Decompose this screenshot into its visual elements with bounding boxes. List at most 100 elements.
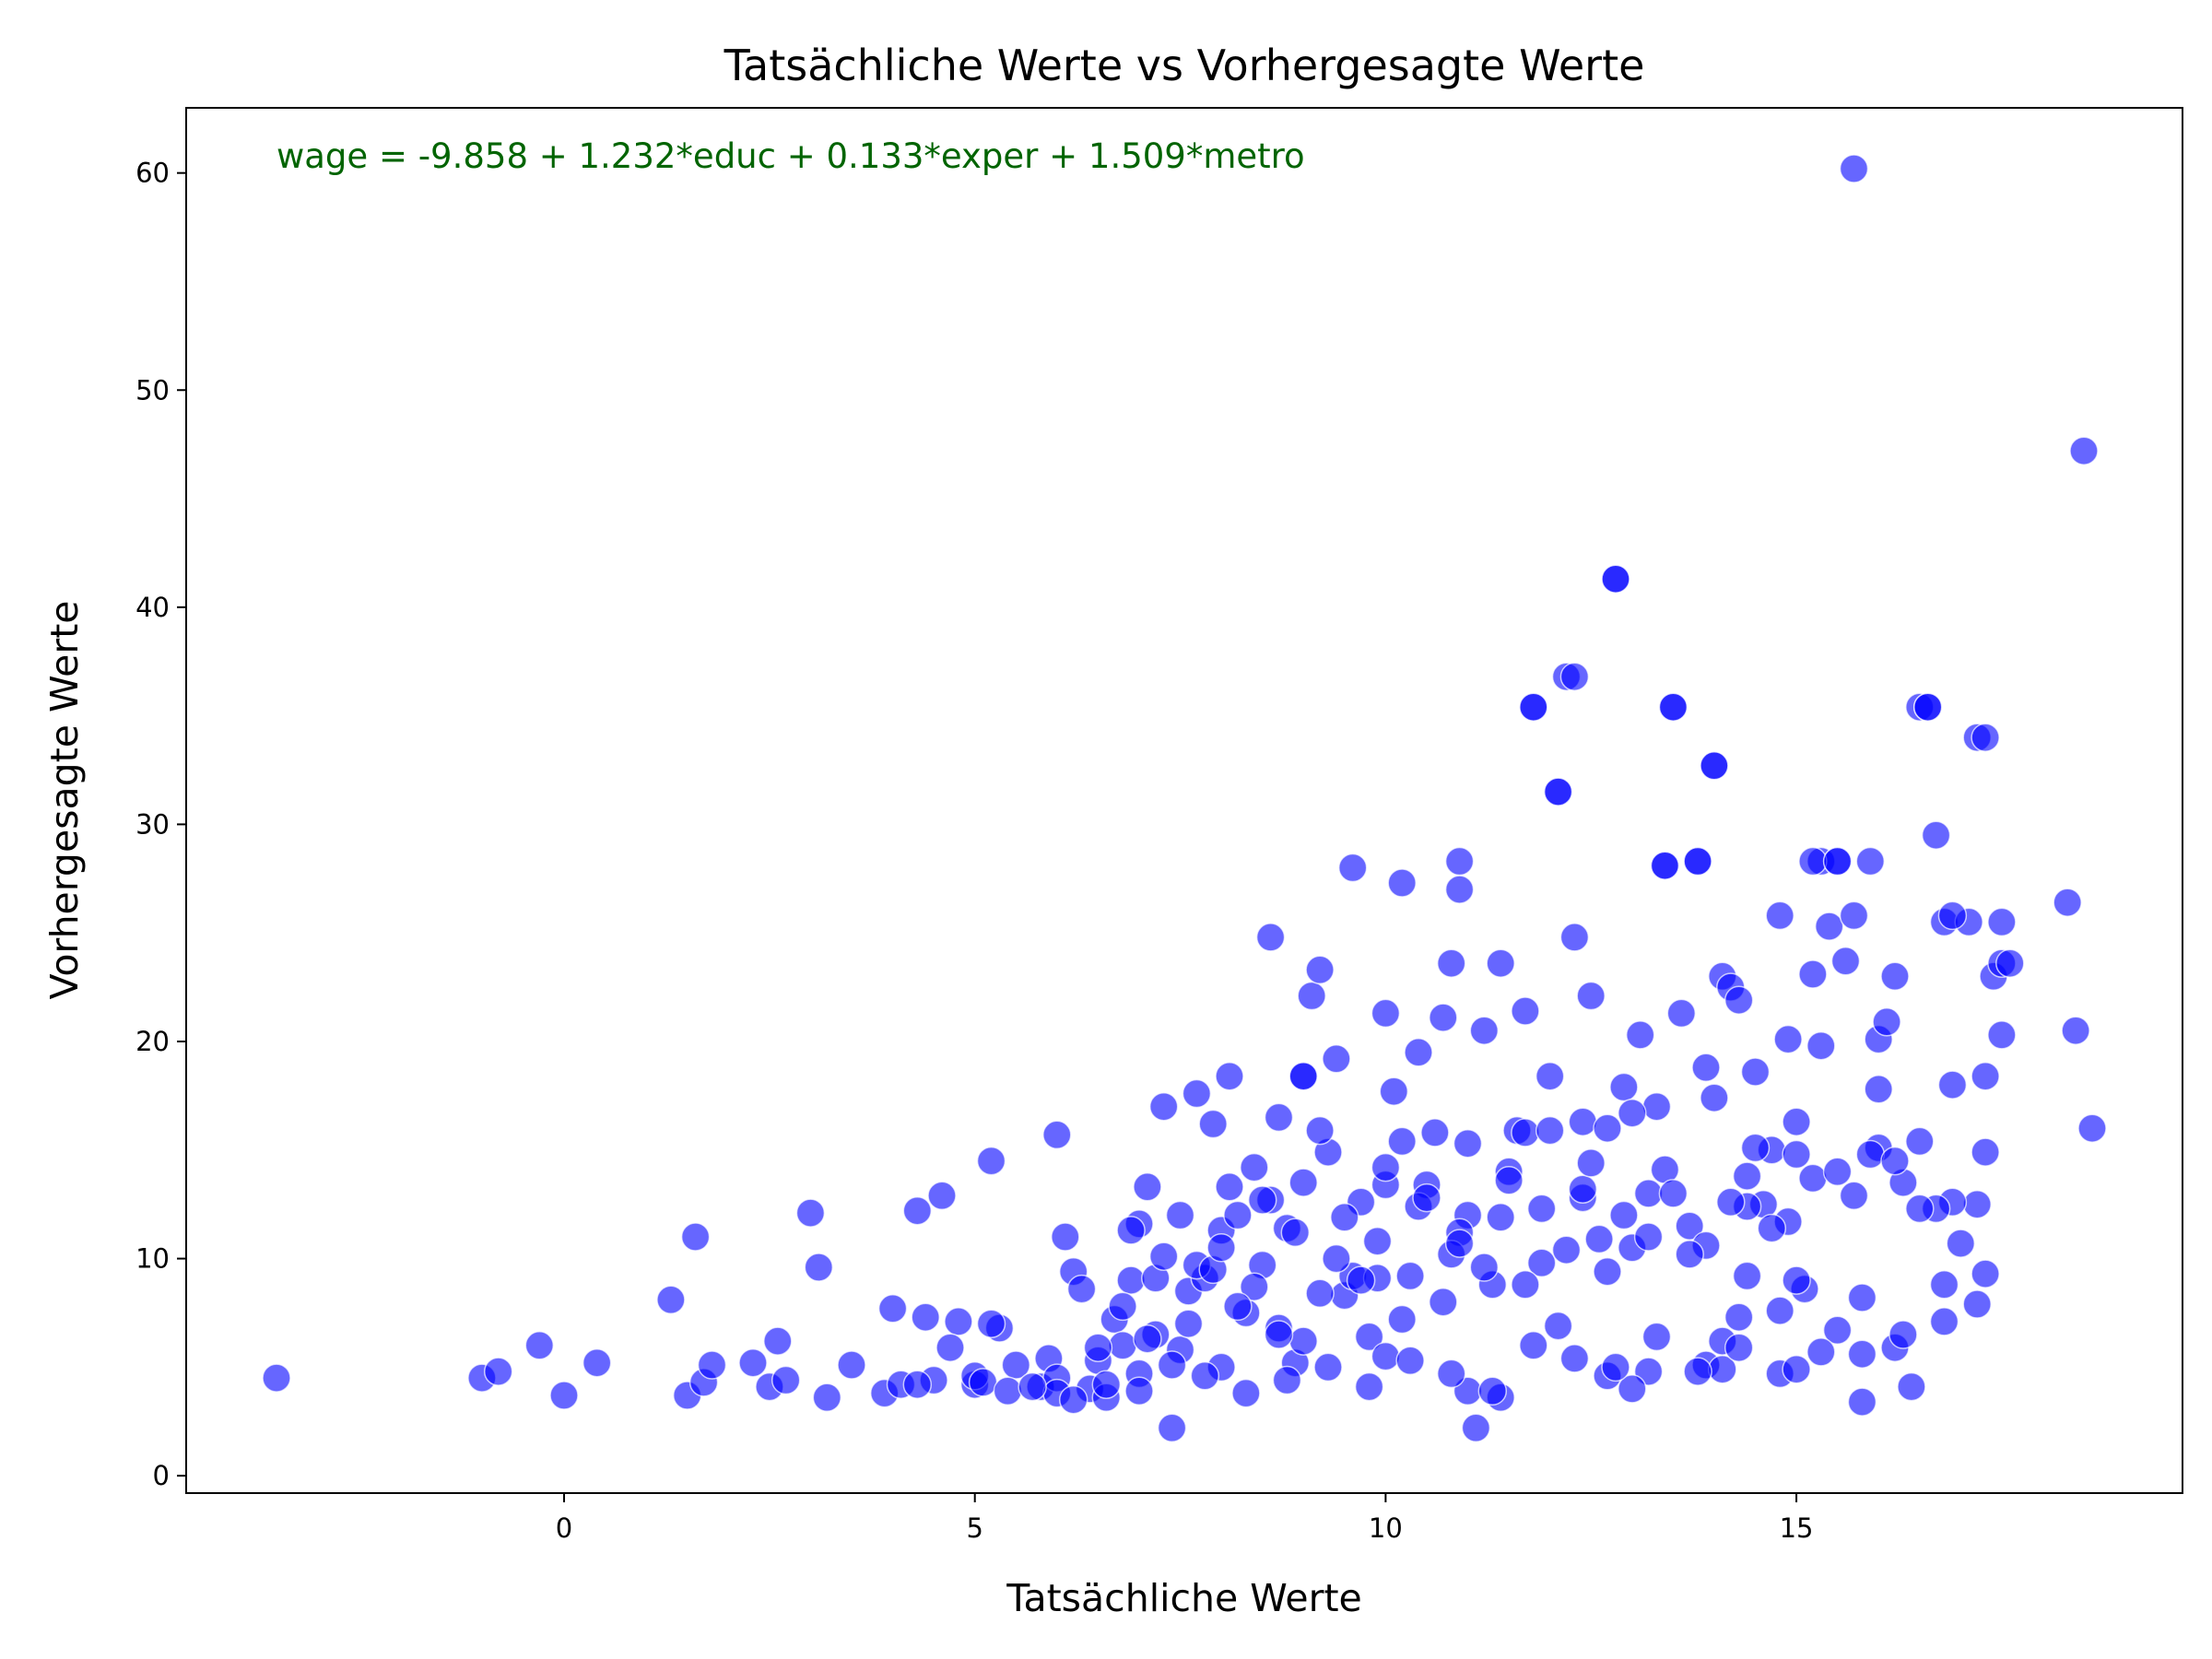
data-point bbox=[1576, 1148, 1606, 1178]
data-point bbox=[582, 1347, 612, 1378]
data-point bbox=[1511, 1270, 1540, 1300]
data-point bbox=[1971, 1061, 2000, 1091]
data-point bbox=[1946, 1229, 1976, 1258]
data-point bbox=[1387, 868, 1417, 898]
data-point bbox=[902, 1195, 933, 1226]
data-point bbox=[1855, 1139, 1886, 1170]
data-point bbox=[1420, 1118, 1450, 1147]
data-point bbox=[1593, 1256, 1622, 1287]
data-point bbox=[549, 1381, 579, 1410]
data-point bbox=[1198, 1109, 1228, 1139]
data-point bbox=[1494, 1166, 1524, 1195]
data-point bbox=[1798, 1163, 1828, 1194]
data-point bbox=[1477, 1376, 1508, 1406]
data-point bbox=[1264, 1320, 1294, 1349]
data-point bbox=[763, 1326, 793, 1356]
data-point bbox=[1519, 692, 1548, 722]
data-point bbox=[1798, 846, 1828, 877]
data-point bbox=[1395, 1261, 1425, 1291]
data-point bbox=[1897, 1371, 1926, 1402]
data-point bbox=[1937, 1070, 1968, 1100]
data-point bbox=[1124, 1376, 1154, 1406]
data-point bbox=[1658, 692, 1688, 722]
data-point bbox=[1362, 1226, 1393, 1256]
data-point bbox=[1559, 662, 1590, 691]
y-tick-label: 60 bbox=[135, 158, 170, 189]
data-point bbox=[1231, 1378, 1261, 1408]
data-point bbox=[1683, 1357, 1712, 1386]
data-point bbox=[1453, 1128, 1483, 1159]
data-point bbox=[1379, 1077, 1409, 1106]
data-point bbox=[1223, 1200, 1253, 1230]
data-point bbox=[1700, 751, 1729, 781]
data-point bbox=[1395, 1346, 1425, 1376]
data-point bbox=[1091, 1370, 1122, 1399]
data-point bbox=[1215, 1172, 1244, 1202]
data-point bbox=[1724, 1302, 1754, 1332]
data-point bbox=[738, 1347, 768, 1378]
data-point bbox=[1255, 923, 1286, 952]
data-point bbox=[1618, 1374, 1647, 1404]
data-point bbox=[1822, 1315, 1853, 1346]
data-point bbox=[1148, 1091, 1179, 1122]
data-point bbox=[1322, 1044, 1351, 1074]
data-point bbox=[1987, 907, 2017, 937]
data-point bbox=[1240, 1272, 1269, 1301]
data-point bbox=[1806, 1337, 1836, 1367]
data-point bbox=[976, 1146, 1006, 1176]
y-axis: 0 10 20 30 40 50 60 bbox=[135, 158, 186, 1491]
data-point bbox=[1519, 1331, 1548, 1360]
x-tick-label: 0 bbox=[556, 1512, 572, 1544]
data-point bbox=[902, 1370, 933, 1399]
data-point bbox=[1288, 1326, 1318, 1356]
regression-equation: wage = -9.858 + 1.232*educ + 0.133*exper… bbox=[276, 136, 1305, 176]
data-point bbox=[1469, 1016, 1500, 1045]
data-point bbox=[1526, 1248, 1557, 1278]
data-point bbox=[1018, 1371, 1047, 1402]
data-point bbox=[968, 1368, 998, 1397]
data-point bbox=[1486, 948, 1515, 978]
data-point bbox=[1700, 1083, 1729, 1112]
data-point bbox=[1839, 1181, 1869, 1211]
data-point bbox=[1601, 564, 1630, 594]
data-point bbox=[795, 1198, 826, 1228]
data-point bbox=[1806, 1030, 1836, 1061]
data-point bbox=[1782, 1139, 1811, 1170]
y-tick-label: 40 bbox=[135, 592, 170, 623]
data-point bbox=[1971, 1259, 2000, 1288]
data-point bbox=[1625, 1020, 1655, 1050]
data-point bbox=[1157, 1413, 1187, 1443]
data-point bbox=[1847, 1339, 1877, 1369]
data-point bbox=[1929, 1307, 1959, 1336]
data-point bbox=[1387, 1304, 1417, 1335]
data-point bbox=[1633, 1222, 1664, 1252]
data-point bbox=[1543, 777, 1573, 806]
data-point bbox=[1330, 1203, 1359, 1232]
x-tick-label: 15 bbox=[1780, 1512, 1814, 1544]
data-point bbox=[1847, 1283, 1877, 1312]
data-point bbox=[1618, 1098, 1647, 1128]
data-point bbox=[1912, 692, 1943, 722]
data-point bbox=[262, 1363, 291, 1393]
data-point bbox=[1864, 1075, 1893, 1104]
data-point bbox=[976, 1309, 1006, 1338]
data-point bbox=[1732, 1161, 1762, 1191]
data-point bbox=[2077, 1113, 2107, 1143]
x-axis: 0 5 10 15 bbox=[556, 1493, 1814, 1544]
data-point bbox=[1839, 154, 1869, 183]
data-point bbox=[1822, 846, 1853, 877]
data-point bbox=[1740, 1133, 1771, 1163]
data-point bbox=[1444, 875, 1475, 904]
data-point bbox=[1971, 1137, 2000, 1167]
data-point bbox=[1313, 1352, 1343, 1382]
data-point bbox=[1387, 1126, 1417, 1157]
data-point bbox=[1921, 820, 1951, 850]
data-point bbox=[1429, 1287, 1458, 1317]
data-point bbox=[1782, 1265, 1811, 1295]
data-point bbox=[1641, 1322, 1672, 1352]
data-point bbox=[1601, 1352, 1630, 1382]
data-point bbox=[927, 1181, 957, 1211]
data-point bbox=[1108, 1331, 1137, 1360]
data-point bbox=[1116, 1216, 1146, 1245]
